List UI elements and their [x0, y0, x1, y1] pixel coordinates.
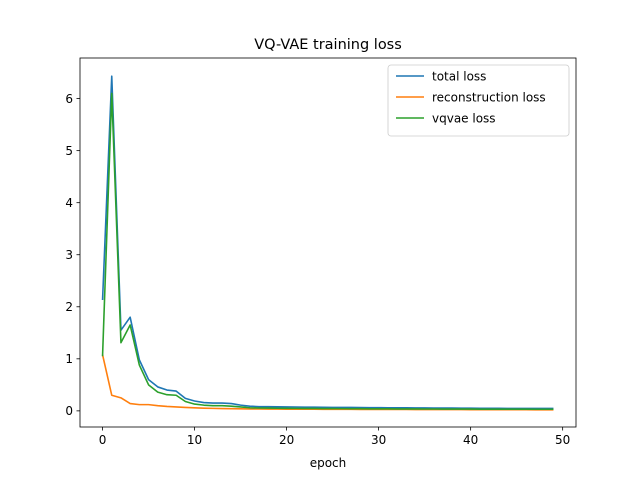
x-tick-label: 0 [99, 433, 107, 447]
series-line-2 [101, 92, 554, 411]
chart-title: VQ-VAE training loss [254, 37, 402, 53]
y-tick-label: 4 [65, 196, 73, 210]
axes-frame [79, 57, 577, 428]
legend-label-1: reconstruction loss [432, 91, 546, 105]
x-tick-label: 10 [187, 433, 202, 447]
y-tick-label: 2 [65, 300, 73, 314]
legend-label-0: total loss [432, 70, 486, 84]
x-tick-label: 20 [279, 433, 294, 447]
series-lines [101, 75, 554, 411]
y-tick-label: 6 [65, 92, 73, 106]
y-tick-label: 5 [65, 144, 73, 158]
x-tick-label: 50 [555, 433, 570, 447]
legend-label-2: vqvae loss [432, 112, 496, 126]
legend: total loss reconstruction loss vqvae loss [387, 64, 570, 137]
x-tick-label: 40 [463, 433, 478, 447]
legend-box [387, 64, 570, 137]
y-axis: 0 1 2 3 4 5 6 [65, 92, 80, 418]
y-tick-label: 3 [65, 248, 73, 262]
y-tick-label: 0 [65, 404, 73, 418]
x-axis: 0 10 20 30 40 50 [99, 427, 570, 447]
x-axis-label: epoch [310, 456, 347, 470]
plot-area [79, 57, 577, 428]
series-line-0 [101, 75, 554, 410]
y-tick-label: 1 [65, 352, 73, 366]
x-tick-label: 30 [371, 433, 386, 447]
